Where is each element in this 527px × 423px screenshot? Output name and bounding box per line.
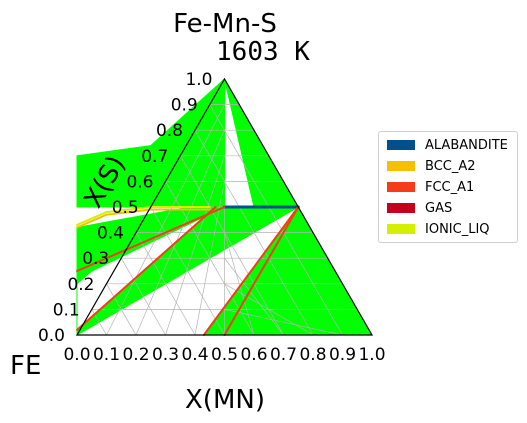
corner-label-fe: FE xyxy=(10,351,41,381)
legend-label: ALABANDITE xyxy=(425,138,508,153)
x-tick-labels: 0.0 0.1 0.2 0.3 0.4 0.5 0.6 0.7 0.8 0.9 1.0 xyxy=(63,345,385,365)
legend-swatch xyxy=(387,224,415,234)
x-tick-label: 0.8 xyxy=(299,345,326,365)
x-tick-label: 0.1 xyxy=(93,345,120,365)
y-tick-label: 0.3 xyxy=(82,249,109,269)
legend-entry: FCC_A1 xyxy=(387,180,474,194)
legend-entry: BCC_A2 xyxy=(387,159,476,173)
y-tick-label: 0.7 xyxy=(141,147,168,167)
legend-entry: IONIC_LIQ xyxy=(387,222,490,236)
y-tick-label: 0.5 xyxy=(112,198,139,218)
x-tick-label: 0.4 xyxy=(181,345,208,365)
x-tick-label: 0.9 xyxy=(329,345,356,365)
y-tick-label: 0.4 xyxy=(97,224,124,244)
x-tick-label: 0.5 xyxy=(211,345,238,365)
legend-label: GAS xyxy=(425,201,452,216)
x-tick-label: 0.3 xyxy=(152,345,179,365)
y-tick-label: 0.0 xyxy=(38,326,65,346)
y-tick-label: 0.9 xyxy=(171,96,198,116)
y-tick-label: 0.2 xyxy=(67,275,94,295)
legend-swatch xyxy=(387,203,415,213)
chart-title: Fe-Mn-S xyxy=(173,9,277,39)
x-tick-label: 1.0 xyxy=(358,345,385,365)
x-tick-label: 0.2 xyxy=(122,345,149,365)
x-tick-label: 0.6 xyxy=(240,345,267,365)
y-tick-label: 0.6 xyxy=(126,172,153,192)
y-tick-label: 0.8 xyxy=(156,121,183,141)
legend: ALABANDITE BCC_A2 FCC_A1 GAS IONIC_LIQ xyxy=(378,131,518,243)
x-tick-label: 0.0 xyxy=(63,345,90,365)
x-tick-label: 0.7 xyxy=(270,345,297,365)
legend-label: FCC_A1 xyxy=(425,180,474,195)
y-tick-label: 0.1 xyxy=(53,300,80,320)
legend-swatch xyxy=(387,140,415,150)
y-tick-label: 1.0 xyxy=(185,70,212,90)
legend-swatch xyxy=(387,182,415,192)
legend-label: IONIC_LIQ xyxy=(425,222,490,237)
legend-entry: ALABANDITE xyxy=(387,138,508,152)
legend-entry: GAS xyxy=(387,201,452,215)
chart-subtitle: 1603 K xyxy=(216,37,310,67)
legend-label: BCC_A2 xyxy=(425,159,476,174)
legend-swatch xyxy=(387,161,415,171)
x-axis-label: X(MN) xyxy=(185,385,265,415)
